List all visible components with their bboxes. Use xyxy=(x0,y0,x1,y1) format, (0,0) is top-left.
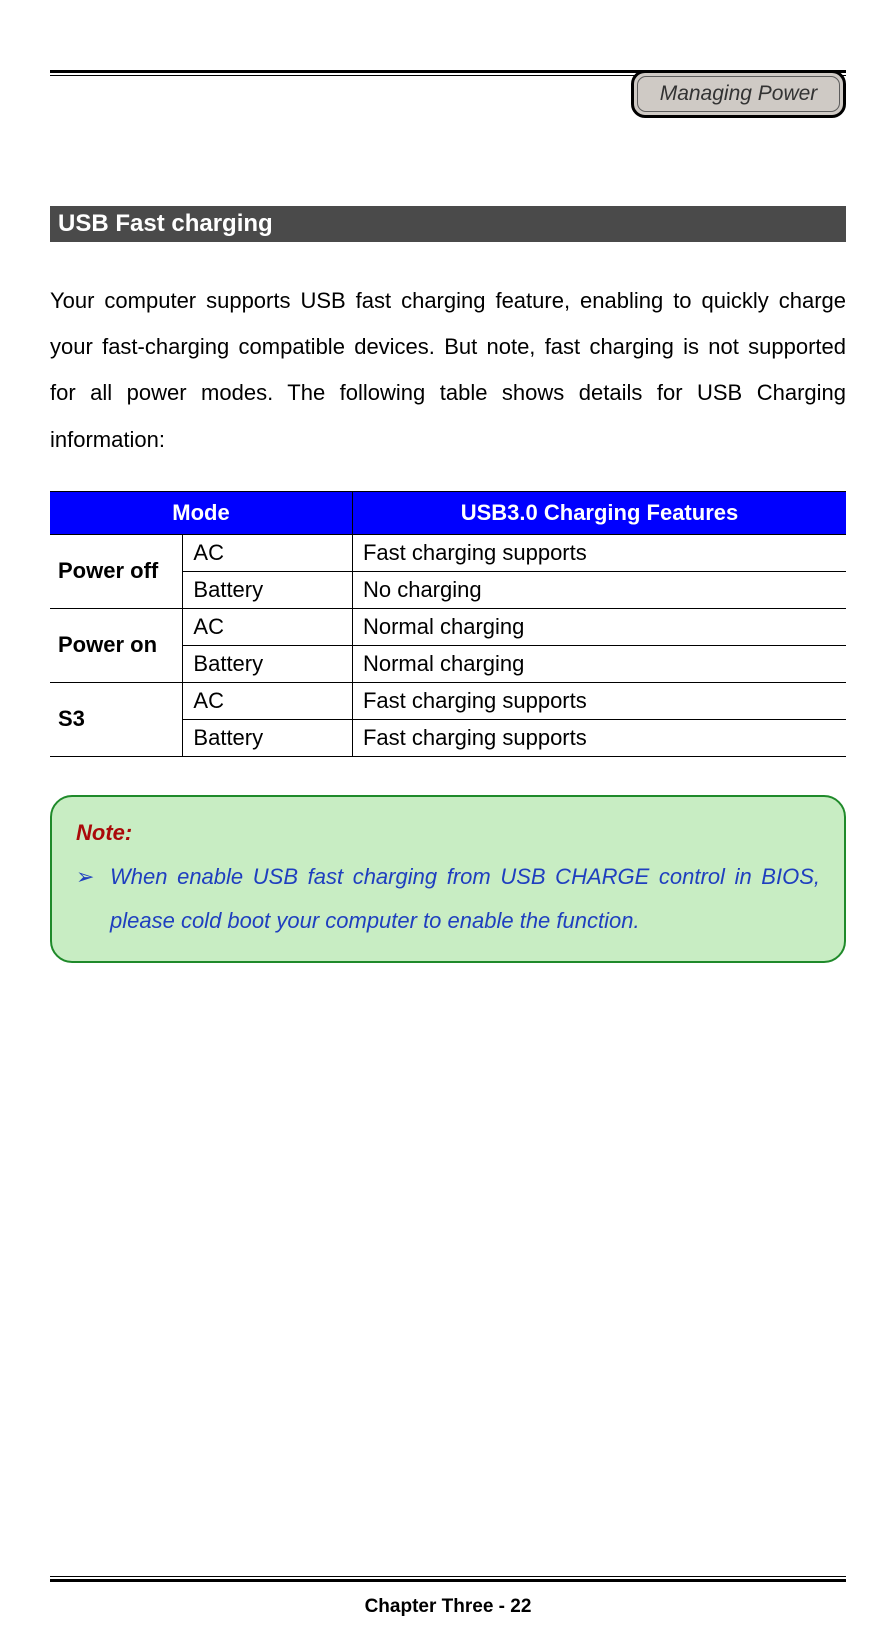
cell-source: AC xyxy=(183,682,353,719)
footer-rule-thick xyxy=(50,1579,846,1582)
page-footer: Chapter Three - 22 xyxy=(0,1576,896,1618)
footer-rule-thin xyxy=(50,1576,846,1577)
cell-feature: Fast charging supports xyxy=(352,534,846,571)
intro-paragraph: Your computer supports USB fast charging… xyxy=(50,278,846,463)
note-item: ➢ When enable USB fast charging from USB… xyxy=(76,855,820,943)
page: Managing Power USB Fast charging Your co… xyxy=(0,0,896,1560)
table-header-features: USB3.0 Charging Features xyxy=(352,491,846,534)
table-row: Power off AC Fast charging supports xyxy=(50,534,846,571)
header-badge-text: Managing Power xyxy=(660,82,818,106)
cell-feature: Fast charging supports xyxy=(352,682,846,719)
cell-source: Battery xyxy=(183,571,353,608)
note-title: Note: xyxy=(76,811,820,855)
cell-feature: No charging xyxy=(352,571,846,608)
section-title: USB Fast charging xyxy=(50,206,846,242)
usb-charging-table: Mode USB3.0 Charging Features Power off … xyxy=(50,491,846,757)
cell-feature: Normal charging xyxy=(352,608,846,645)
cell-source: Battery xyxy=(183,645,353,682)
cell-mode-s3: S3 xyxy=(50,682,183,756)
cell-mode-poweroff: Power off xyxy=(50,534,183,608)
footer-text: Chapter Three - 22 xyxy=(0,1596,896,1618)
table-row: S3 AC Fast charging supports xyxy=(50,682,846,719)
cell-feature: Fast charging supports xyxy=(352,719,846,756)
note-bullet-icon: ➢ xyxy=(76,855,94,899)
table-header-mode: Mode xyxy=(50,491,352,534)
cell-source: Battery xyxy=(183,719,353,756)
table-row: Power on AC Normal charging xyxy=(50,608,846,645)
note-text: When enable USB fast charging from USB C… xyxy=(110,864,820,933)
header-area: Managing Power xyxy=(50,70,846,148)
note-box: Note: ➢ When enable USB fast charging fr… xyxy=(50,795,846,963)
table-header-row: Mode USB3.0 Charging Features xyxy=(50,491,846,534)
cell-source: AC xyxy=(183,608,353,645)
cell-feature: Normal charging xyxy=(352,645,846,682)
cell-source: AC xyxy=(183,534,353,571)
cell-mode-poweron: Power on xyxy=(50,608,183,682)
header-badge-inner: Managing Power xyxy=(637,76,840,112)
header-badge: Managing Power xyxy=(631,70,846,118)
